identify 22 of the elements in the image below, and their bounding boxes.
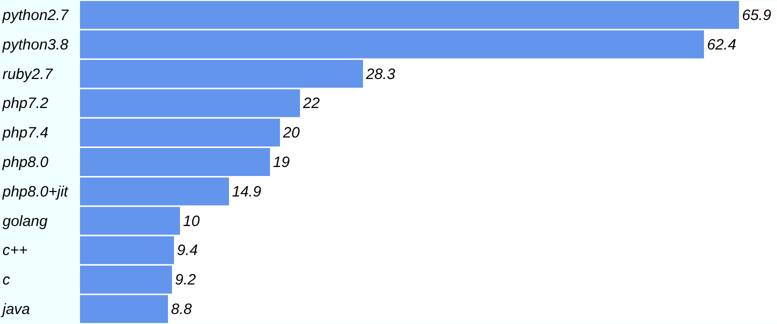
data-label: 62.4 xyxy=(707,36,736,54)
y-tick-label: c xyxy=(2,272,10,289)
y-tick-label: c++ xyxy=(2,242,28,260)
data-label: 9.4 xyxy=(177,242,198,260)
y-tick-label: php7.4 xyxy=(2,124,48,142)
data-label: 10 xyxy=(183,212,200,230)
y-tick-label: python3.8 xyxy=(2,36,70,54)
y-tick-label: php7.2 xyxy=(2,95,50,112)
y-tick-label: php8.0+jit xyxy=(2,183,69,200)
y-tick-label: golang xyxy=(2,212,48,230)
y-tick-label: ruby2.7 xyxy=(2,66,54,83)
data-label: 9.2 xyxy=(175,272,197,289)
data-label: 14.9 xyxy=(232,183,262,200)
data-label: 28.3 xyxy=(365,66,396,83)
y-tick-label: php8.0 xyxy=(2,154,50,171)
data-label: 22 xyxy=(302,95,320,112)
data-label: 65.9 xyxy=(742,6,772,24)
data-label: 20 xyxy=(282,124,300,142)
y-tick-label: java xyxy=(0,301,30,318)
data-label: 19 xyxy=(273,154,290,171)
data-label: 8.8 xyxy=(171,301,193,318)
y-tick-label: python2.7 xyxy=(2,6,70,24)
